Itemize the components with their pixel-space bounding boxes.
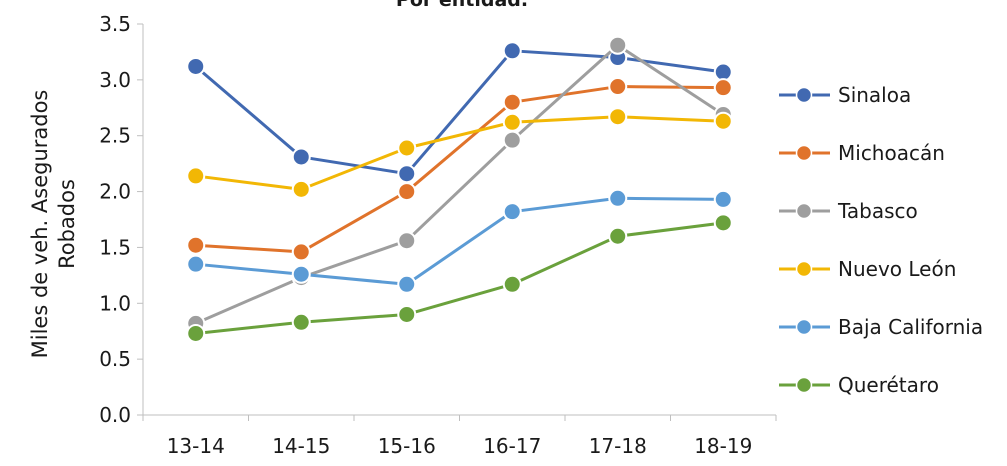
series-layer [186,35,733,343]
series-Querétaro [186,213,733,343]
data-point [397,231,417,251]
series-Sinaloa [186,41,733,184]
legend: Sinaloa Michoacán Tabasco Nuevo León Baja Ca… [779,83,983,397]
y-tick-label: 1.5 [99,235,131,259]
series-Nuevo León [186,107,733,199]
data-point [186,254,206,274]
y-tick-label: 3.5 [99,12,131,36]
legend-label: Nuevo León [838,257,956,281]
x-tick-label: 17-18 [589,434,647,458]
data-point [186,235,206,255]
legend-item: Michoacán [779,141,945,165]
x-tick-label: 14-15 [272,434,330,458]
legend-swatch-marker [795,376,813,394]
data-point [397,182,417,202]
x-tick-label: 18-19 [694,434,752,458]
data-point [397,304,417,324]
data-point [291,312,311,332]
legend-swatch-marker [795,144,813,162]
series-line [194,49,724,176]
y-tick-label: 0.0 [99,403,131,427]
legend-label: Querétaro [838,373,939,397]
legend-label: Sinaloa [838,83,911,107]
data-point [291,147,311,167]
series-line [195,43,725,325]
data-point [713,213,733,233]
legend-swatch-marker [795,202,813,220]
y-axis-label-line-1: Miles de veh. Asegurados [28,90,52,359]
legend-label: Baja California [838,315,983,339]
legend-item: Tabasco [779,199,918,223]
legend-item: Sinaloa [779,83,911,107]
series-Baja California [186,188,733,294]
legend-item: Nuevo León [779,257,956,281]
data-point [713,62,733,82]
legend-item: Querétaro [779,373,939,397]
chart-title: Por entidad. [396,0,528,11]
series-line [195,115,724,191]
axes: 0.0 0.5 1.0 1.5 2.0 2.5 3.0 3.5 13-14 14-15 15-16 1… [99,12,777,458]
data-point [502,274,522,294]
data-point [608,188,628,208]
data-point [291,179,311,199]
data-point [713,78,733,98]
x-tick-label: 13-14 [167,434,225,458]
series-line [195,221,724,335]
legend-label: Michoacán [838,141,945,165]
x-tick-label: 15-16 [378,434,436,458]
data-point [186,166,206,186]
y-tick-label: 3.0 [99,68,131,92]
data-point [502,112,522,132]
legend-swatch-marker [795,260,813,278]
y-tick-label: 2.5 [99,124,131,148]
data-point [713,111,733,131]
x-tick-label: 16-17 [483,434,541,458]
data-point [397,138,417,158]
legend-swatch-marker [795,318,813,336]
legend-label: Tabasco [837,199,918,223]
data-point [502,202,522,222]
data-point [186,56,206,76]
y-tick-label: 2.0 [99,180,131,204]
y-tick-label: 0.5 [99,347,131,371]
data-point [291,264,311,284]
legend-item: Baja California [779,315,983,339]
data-point [608,226,628,246]
data-point [502,41,522,61]
series-line [195,85,724,254]
data-point [291,242,311,262]
data-point [608,35,628,55]
data-point [608,77,628,97]
y-axis-label-line-2: Robados [55,179,79,269]
data-point [713,189,733,209]
data-point [397,274,417,294]
series-line [195,196,724,286]
series-Michoacán [186,77,733,262]
y-tick-label: 1.0 [99,291,131,315]
data-point [397,164,417,184]
data-point [502,130,522,150]
legend-swatch-marker [795,86,813,104]
data-point [186,323,206,343]
data-point [502,92,522,112]
y-axis-label: Miles de veh. Asegurados Robados [28,90,79,359]
data-point [608,107,628,127]
